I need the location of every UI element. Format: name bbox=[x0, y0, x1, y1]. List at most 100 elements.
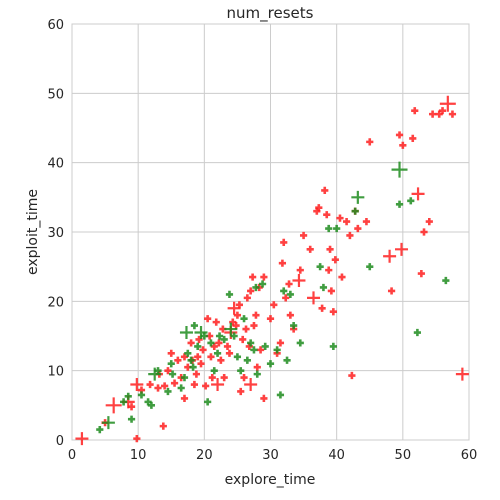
data-point bbox=[192, 370, 200, 378]
y-axis-label: exploit_time bbox=[25, 189, 41, 275]
data-point bbox=[233, 311, 242, 319]
data-point bbox=[411, 107, 419, 115]
data-point bbox=[260, 273, 268, 281]
data-point bbox=[225, 290, 234, 298]
data-point bbox=[127, 403, 136, 411]
data-point bbox=[194, 353, 202, 361]
plot-border bbox=[71, 23, 470, 441]
data-point bbox=[296, 339, 304, 347]
data-point bbox=[243, 356, 251, 364]
data-point bbox=[180, 394, 189, 402]
y-tick-label: 50 bbox=[47, 87, 64, 102]
data-point bbox=[220, 374, 228, 382]
data-point bbox=[147, 401, 155, 409]
data-point bbox=[319, 283, 328, 292]
data-point bbox=[273, 346, 281, 354]
data-point bbox=[240, 315, 248, 323]
data-point bbox=[190, 380, 199, 389]
data-point bbox=[425, 218, 433, 226]
data-point bbox=[220, 335, 228, 344]
data-point bbox=[195, 335, 203, 344]
data-point bbox=[120, 398, 128, 406]
data-point bbox=[292, 274, 306, 288]
data-point bbox=[276, 339, 285, 347]
data-point bbox=[336, 214, 344, 222]
data-point bbox=[321, 186, 329, 194]
data-point bbox=[286, 311, 294, 319]
data-point bbox=[413, 328, 421, 337]
y-tick-label: 10 bbox=[47, 365, 64, 380]
data-point bbox=[387, 287, 396, 295]
x-tick-label: 20 bbox=[196, 448, 213, 463]
data-point bbox=[252, 283, 260, 292]
data-point bbox=[154, 384, 162, 392]
data-point bbox=[282, 294, 290, 302]
data-point bbox=[362, 218, 371, 226]
data-point bbox=[164, 367, 172, 375]
data-point bbox=[215, 332, 224, 340]
data-point bbox=[329, 308, 337, 316]
data-point bbox=[164, 387, 172, 396]
data-point bbox=[366, 263, 374, 271]
data-point bbox=[247, 339, 255, 347]
data-point bbox=[307, 291, 321, 305]
data-point bbox=[137, 391, 146, 399]
data-point bbox=[215, 339, 223, 347]
data-point bbox=[210, 367, 218, 375]
data-point bbox=[290, 322, 298, 330]
data-point bbox=[348, 371, 356, 380]
data-point bbox=[296, 266, 304, 274]
data-point bbox=[399, 141, 407, 149]
data-point bbox=[167, 349, 175, 357]
data-point bbox=[242, 325, 250, 333]
data-point bbox=[159, 422, 167, 430]
data-point bbox=[124, 392, 132, 400]
data-point bbox=[417, 270, 425, 278]
data-point bbox=[420, 228, 428, 236]
data-point bbox=[333, 224, 341, 233]
data-point bbox=[184, 349, 192, 357]
data-point bbox=[187, 356, 195, 364]
data-point bbox=[167, 360, 175, 368]
x-axis-label: explore_time bbox=[225, 472, 316, 488]
x-tick-label: 30 bbox=[262, 448, 279, 463]
data-point bbox=[96, 426, 104, 434]
data-point bbox=[127, 415, 136, 423]
data-point bbox=[286, 290, 294, 298]
data-point bbox=[351, 190, 365, 204]
data-point bbox=[204, 398, 212, 406]
x-tick-label: 0 bbox=[68, 448, 76, 463]
data-point bbox=[194, 342, 202, 350]
data-point bbox=[315, 204, 323, 212]
data-point bbox=[243, 294, 251, 302]
data-point bbox=[256, 346, 265, 354]
data-point bbox=[455, 367, 469, 381]
data-point bbox=[212, 318, 220, 326]
data-point bbox=[383, 249, 397, 263]
data-point bbox=[239, 335, 247, 344]
data-point bbox=[207, 339, 215, 347]
data-point bbox=[326, 245, 334, 253]
chart-title: num_resets bbox=[227, 4, 314, 23]
data-point bbox=[278, 259, 287, 267]
data-point bbox=[391, 161, 408, 178]
data-point bbox=[211, 378, 225, 392]
data-point bbox=[280, 238, 288, 246]
data-point bbox=[266, 315, 275, 323]
data-point bbox=[342, 218, 351, 226]
data-point bbox=[217, 356, 225, 364]
data-point bbox=[270, 301, 278, 309]
data-point bbox=[146, 380, 154, 389]
data-point bbox=[366, 138, 374, 146]
data-point bbox=[223, 342, 232, 350]
data-point bbox=[260, 394, 268, 402]
data-point bbox=[329, 342, 337, 350]
data-point bbox=[133, 435, 141, 443]
data-point bbox=[208, 374, 216, 382]
y-tick-label: 30 bbox=[47, 226, 64, 241]
data-point bbox=[306, 245, 314, 253]
data-point bbox=[253, 363, 261, 371]
data-point bbox=[130, 378, 144, 392]
data-point bbox=[395, 131, 404, 139]
